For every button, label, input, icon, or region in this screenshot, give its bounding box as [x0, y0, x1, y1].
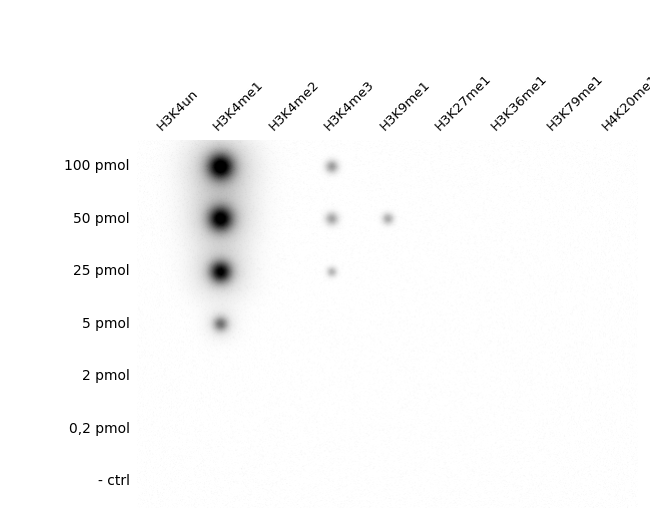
Text: - ctrl: - ctrl: [98, 474, 129, 488]
Text: 2 pmol: 2 pmol: [82, 369, 129, 383]
Text: 25 pmol: 25 pmol: [73, 264, 129, 278]
Text: 100 pmol: 100 pmol: [64, 159, 129, 173]
Text: 0,2 pmol: 0,2 pmol: [69, 422, 129, 436]
Text: 50 pmol: 50 pmol: [73, 212, 129, 226]
Text: 5 pmol: 5 pmol: [82, 316, 129, 331]
